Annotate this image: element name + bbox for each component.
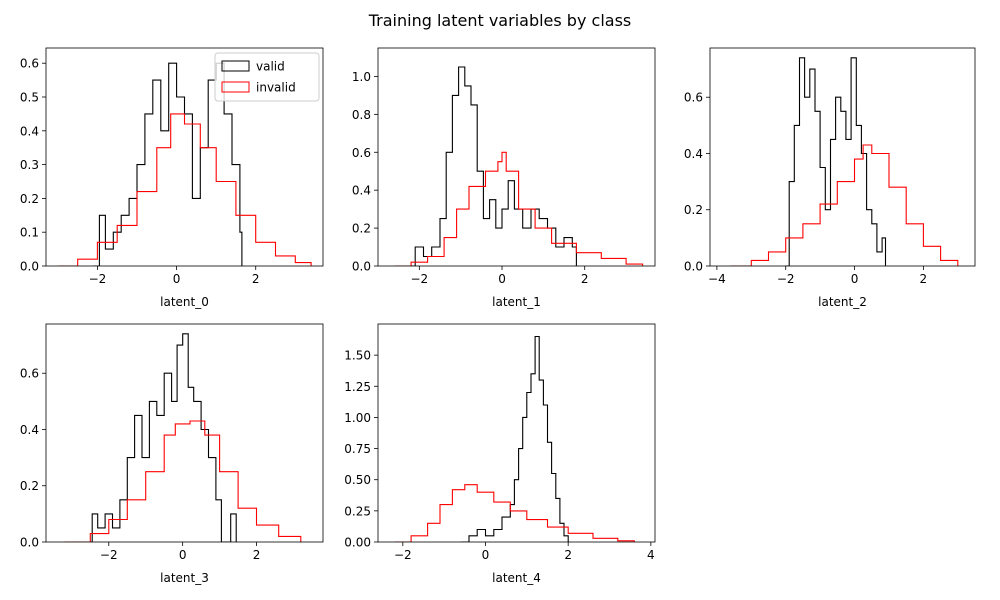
series-invalid-0: [57, 113, 312, 266]
axes-frame: [377, 323, 656, 543]
y-tick-label: 0.2: [20, 479, 39, 493]
y-tick-label: 0.4: [20, 124, 39, 138]
y-tick-label: 1.25: [344, 380, 371, 394]
x-tick-label: 2: [564, 548, 572, 562]
y-tick-label: 0.2: [20, 192, 39, 206]
x-tick-label: 0: [173, 272, 181, 286]
y-tick-label: 0.4: [20, 423, 39, 437]
y-tick-label: 0.5: [20, 91, 39, 105]
x-axis-label: latent_4: [492, 571, 541, 585]
y-tick-label: 1.00: [344, 411, 371, 425]
y-tick-label: 1.50: [344, 349, 371, 363]
legend-label-valid: valid: [256, 60, 285, 74]
series-invalid-4: [394, 484, 635, 542]
x-axis-label: latent_3: [160, 571, 209, 585]
x-tick-label: 2: [920, 272, 928, 286]
subplot-3: −2 0 2 0.0 0.2 0.4 0.6 latent_3: [20, 323, 324, 585]
axes-frame: [377, 47, 656, 267]
x-tick-label: 2: [253, 548, 261, 562]
axes-frame: [45, 323, 324, 543]
figure-title: Training latent variables by class: [368, 11, 631, 30]
x-tick-label: 4: [647, 548, 655, 562]
y-tick-label: 0.3: [20, 158, 39, 172]
axes-frame: [709, 47, 976, 267]
y-tick-label: 0.6: [684, 91, 703, 105]
legend-label-invalid: invalid: [256, 81, 296, 95]
series-valid-3: [86, 333, 237, 542]
legend-swatch-invalid: [221, 81, 250, 93]
y-tick-label: 0.0: [352, 260, 371, 274]
y-tick-label: 0.50: [344, 473, 371, 487]
x-tick-label: −4: [708, 272, 726, 286]
y-tick-label: 0.00: [344, 536, 371, 550]
x-tick-label: 2: [252, 272, 260, 286]
y-tick-label: 0.2: [684, 203, 703, 217]
x-tick-label: −2: [89, 272, 107, 286]
subplot-4: −2 0 2 4 0.00 0.25 0.50 0.75 1.00 1.25 1.50 latent_…: [344, 323, 656, 585]
series-invalid-3: [64, 420, 302, 542]
y-tick-label: 0.2: [352, 222, 371, 236]
y-tick-label: 0.6: [20, 367, 39, 381]
series-valid-4: [460, 335, 569, 542]
x-tick-label: 0: [851, 272, 859, 286]
subplots: −2 0 2 0.0 0.1 0.2 0.3 0.4 0.5 0.6 latent_0 valid in…: [20, 47, 976, 585]
y-tick-label: 0.6: [20, 57, 39, 71]
subplot-1: −2 0 2 0.0 0.2 0.4 0.6 0.8 1.0 latent_1: [352, 47, 656, 309]
series-valid-2: [785, 57, 887, 266]
x-axis-label: latent_0: [160, 295, 209, 309]
y-tick-label: 0.4: [352, 184, 371, 198]
x-tick-label: 0: [179, 548, 187, 562]
x-tick-label: −2: [410, 272, 428, 286]
x-tick-label: −2: [100, 548, 118, 562]
y-tick-label: 1.0: [352, 70, 371, 84]
axes-frame: [45, 47, 324, 267]
subplot-0: −2 0 2 0.0 0.1 0.2 0.3 0.4 0.5 0.6 latent_0 valid in…: [20, 47, 324, 309]
legend: valid invalid: [214, 52, 320, 102]
y-tick-label: 0.1: [20, 226, 39, 240]
y-tick-label: 0.75: [344, 442, 371, 456]
series-invalid-1: [394, 151, 644, 266]
y-tick-label: 0.0: [20, 536, 39, 550]
subplot-2: −4 −2 0 2 0.0 0.2 0.4 0.6 latent_2: [684, 47, 976, 309]
x-tick-label: 2: [581, 272, 589, 286]
y-tick-label: 0.25: [344, 504, 371, 518]
x-tick-label: 0: [498, 272, 506, 286]
legend-swatch-valid: [221, 60, 250, 72]
y-tick-label: 0.0: [684, 260, 703, 274]
x-tick-label: −2: [394, 548, 412, 562]
x-tick-label: 0: [482, 548, 490, 562]
x-axis-label: latent_2: [818, 295, 867, 309]
y-tick-label: 0.4: [684, 147, 703, 161]
y-tick-label: 0.6: [352, 146, 371, 160]
y-tick-label: 0.0: [20, 260, 39, 274]
x-tick-label: −2: [777, 272, 795, 286]
y-tick-label: 0.8: [352, 108, 371, 122]
series-invalid-2: [730, 144, 959, 266]
x-axis-label: latent_1: [492, 295, 541, 309]
